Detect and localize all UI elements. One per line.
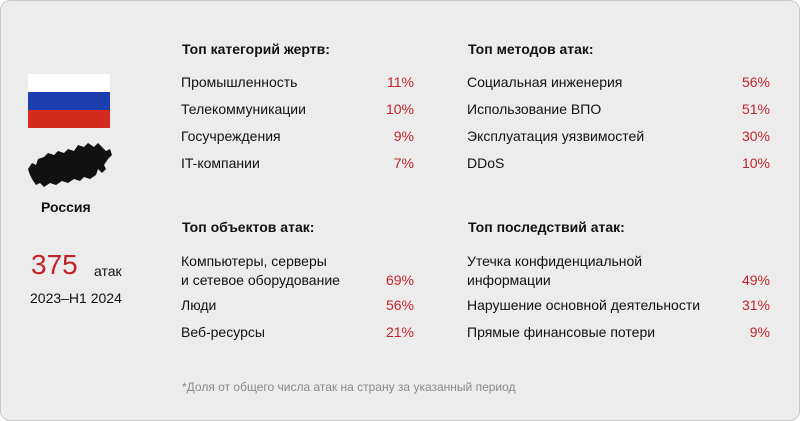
objects-row: Веб-ресурсы 21% (181, 323, 414, 342)
objects-value: 69% (385, 272, 414, 288)
victims-value: 10% (385, 101, 414, 117)
victims-row: Промышленность 11% (181, 73, 414, 92)
objects-value: 21% (385, 324, 414, 340)
consequences-value: 9% (749, 324, 770, 340)
consequences-label: Прямые финансовые потери (467, 324, 656, 340)
methods-value: 30% (741, 128, 770, 144)
objects-label: Веб-ресурсы (181, 324, 265, 340)
victims-row: IT-компании 7% (181, 154, 414, 173)
methods-label: DDoS (467, 155, 505, 171)
objects-row: Компьютеры, серверы и сетевое оборудован… (181, 252, 414, 290)
victims-label: Госучреждения (181, 128, 281, 144)
methods-value: 10% (741, 155, 770, 171)
consequences-label: Нарушение основной деятельности (467, 297, 701, 313)
methods-label: Социальная инженерия (467, 74, 623, 90)
victims-label: Телекоммуникации (181, 101, 306, 117)
russia-map-icon (28, 143, 112, 187)
attack-count-unit: атак (94, 263, 122, 279)
country-name: Россия (41, 199, 91, 215)
objects-value: 56% (385, 297, 414, 313)
methods-title: Топ методов атак: (468, 41, 594, 57)
methods-value: 56% (741, 74, 770, 90)
victims-label: Промышленность (181, 74, 298, 90)
consequences-row: Нарушение основной деятельности 31% (467, 296, 770, 315)
russia-flag-icon (28, 74, 110, 128)
victims-row: Госучреждения 9% (181, 127, 414, 146)
methods-row: Использование ВПО 51% (467, 100, 770, 119)
consequences-row: Утечка конфиденциальной информации 49% (467, 252, 770, 290)
methods-label: Использование ВПО (467, 101, 602, 117)
consequences-label-line2: информации (467, 272, 551, 288)
methods-label: Эксплуатация уязвимостей (467, 128, 645, 144)
period-label: 2023–H1 2024 (30, 290, 122, 306)
victims-label: IT-компании (181, 155, 260, 171)
methods-row: Эксплуатация уязвимостей 30% (467, 127, 770, 146)
objects-label-line2: и сетевое оборудование (181, 272, 340, 288)
methods-value: 51% (741, 101, 770, 117)
footnote: *Доля от общего числа атак на страну за … (182, 380, 516, 394)
consequences-value: 49% (741, 272, 770, 288)
objects-title: Топ объектов атак: (182, 219, 315, 235)
consequences-row: Прямые финансовые потери 9% (467, 323, 770, 342)
victims-value: 7% (393, 155, 414, 171)
victims-row: Телекоммуникации 10% (181, 100, 414, 119)
victims-title: Топ категорий жертв: (182, 41, 330, 57)
consequences-value: 31% (741, 297, 770, 313)
objects-label: Люди (181, 297, 217, 313)
consequences-title: Топ последствий атак: (468, 219, 625, 235)
methods-row: Социальная инженерия 56% (467, 73, 770, 92)
objects-row: Люди 56% (181, 296, 414, 315)
objects-label: Компьютеры, серверы и сетевое оборудован… (181, 252, 340, 290)
victims-value: 11% (387, 74, 414, 90)
consequences-label: Утечка конфиденциальной информации (467, 252, 642, 290)
methods-row: DDoS 10% (467, 154, 770, 173)
consequences-label-line1: Утечка конфиденциальной (467, 253, 643, 269)
attack-count: 375 (31, 249, 78, 280)
objects-label-line1: Компьютеры, серверы (181, 253, 327, 269)
victims-value: 9% (393, 128, 414, 144)
